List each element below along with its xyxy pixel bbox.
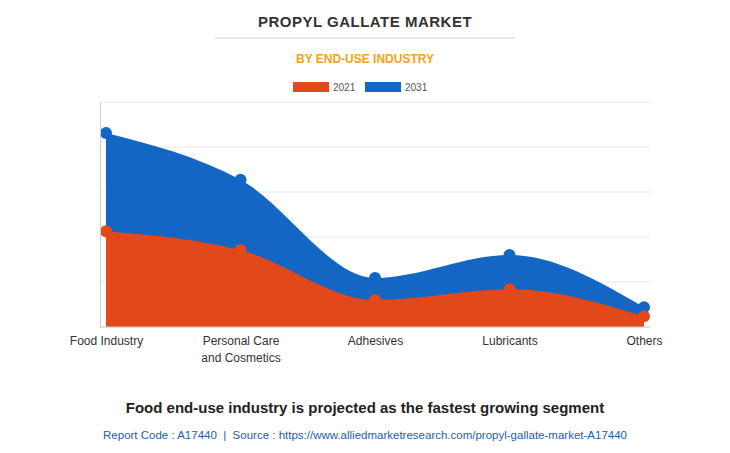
grid xyxy=(100,102,650,327)
marker xyxy=(235,244,247,256)
x-tick: Adhesives xyxy=(348,334,403,348)
grid-line xyxy=(100,102,650,103)
subtitle: BY END-USE INDUSTRY xyxy=(296,52,434,66)
legend-label: 2021 xyxy=(333,82,356,93)
y-axis-line xyxy=(100,103,101,328)
x-tick-label: Personal Careand Cosmetics xyxy=(201,334,280,365)
marker xyxy=(369,272,381,284)
y-axis xyxy=(100,103,102,328)
marker xyxy=(100,225,112,237)
marker xyxy=(100,127,112,139)
chart: PROPYL GALLATE MARKET BY END-USE INDUSTRY… xyxy=(0,0,730,453)
x-axis: Food Industry Personal Careand Cosmetics A… xyxy=(70,327,663,365)
marker xyxy=(369,294,381,306)
x-tick-label: Others xyxy=(626,334,662,348)
x-tick-label: Adhesives xyxy=(348,334,403,348)
legend-swatch xyxy=(293,82,329,92)
x-tick: Food Industry xyxy=(70,334,143,348)
legend-swatch xyxy=(365,82,401,92)
x-tick-label: Lubricants xyxy=(482,334,537,348)
title-rule xyxy=(215,38,515,39)
plot-area xyxy=(100,127,650,327)
marker xyxy=(504,249,516,261)
x-axis-line xyxy=(100,327,650,328)
x-tick: Lubricants xyxy=(482,334,537,348)
caption: Food end-use industry is projected as th… xyxy=(126,399,604,416)
area xyxy=(106,231,644,327)
x-tick: Others xyxy=(626,334,662,348)
grid-line xyxy=(100,147,650,148)
title: PROPYL GALLATE MARKET xyxy=(258,13,472,30)
x-tick: Personal Careand Cosmetics xyxy=(201,334,280,365)
grid-line xyxy=(100,327,650,328)
footer: Report Code : A17440 | Source : https://… xyxy=(103,429,627,441)
legend: 2021 2031 xyxy=(293,82,428,93)
marker xyxy=(235,174,247,186)
marker xyxy=(638,310,650,322)
marker xyxy=(504,283,516,295)
x-tick-label: Food Industry xyxy=(70,334,143,348)
area xyxy=(106,133,644,327)
legend-label: 2031 xyxy=(405,82,428,93)
